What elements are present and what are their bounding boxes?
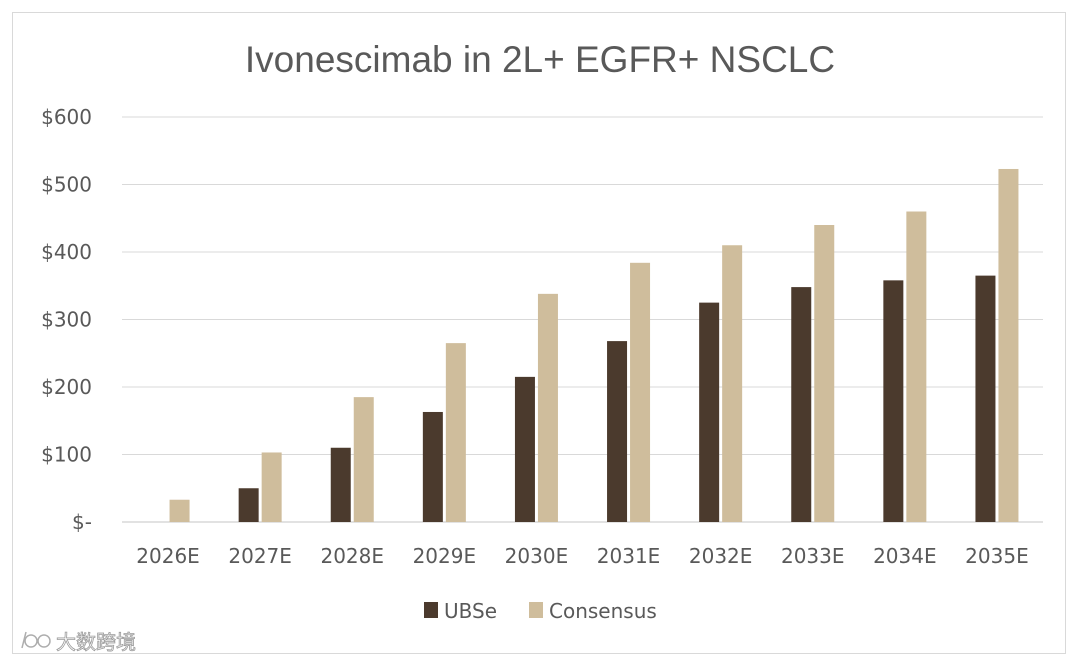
x-tick-label: 2033E xyxy=(781,544,845,568)
chart-title: Ivonescimab in 2L+ EGFR+ NSCLC xyxy=(245,39,835,80)
y-tick-label: $400 xyxy=(41,240,92,264)
bar-ubse-2034e xyxy=(883,280,904,522)
bar-ubse-2029e xyxy=(422,411,443,522)
legend-label-consensus: Consensus xyxy=(549,599,657,623)
watermark: 大数跨境 xyxy=(21,630,136,654)
x-tick-label: 2034E xyxy=(873,544,937,568)
bars xyxy=(169,168,1019,522)
y-tick-label: $200 xyxy=(41,375,92,399)
legend: UBSe Consensus xyxy=(424,599,657,623)
bar-consensus-2028e xyxy=(353,397,374,522)
bar-consensus-2029e xyxy=(445,343,466,522)
y-axis-ticks: $- $100 $200 $300 $400 $500 $600 xyxy=(41,105,92,534)
x-tick-label: 2029E xyxy=(413,544,477,568)
bar-ubse-2035e xyxy=(975,275,996,522)
gridlines xyxy=(122,116,1043,523)
x-tick-label: 2032E xyxy=(689,544,753,568)
bar-ubse-2031e xyxy=(607,341,628,522)
bar-ubse-2030e xyxy=(514,376,535,522)
x-tick-label: 2031E xyxy=(597,544,661,568)
bar-ubse-2027e xyxy=(238,488,259,522)
x-tick-label: 2030E xyxy=(505,544,569,568)
bar-consensus-2030e xyxy=(537,293,558,522)
bar-consensus-2026e xyxy=(169,499,190,522)
y-tick-label: $100 xyxy=(41,443,92,467)
y-tick-label: $- xyxy=(72,510,92,534)
legend-label-ubse: UBSe xyxy=(444,599,497,623)
bar-ubse-2033e xyxy=(791,287,812,522)
watermark-logo-icon xyxy=(21,631,51,649)
x-tick-label: 2035E xyxy=(965,544,1029,568)
y-tick-label: $500 xyxy=(41,173,92,197)
bar-consensus-2031e xyxy=(630,262,651,522)
bar-ubse-2032e xyxy=(699,302,720,522)
x-axis-ticks: 2026E 2027E 2028E 2029E 2030E 2031E 2032E 2033E… xyxy=(136,544,1028,568)
bar-consensus-2027e xyxy=(261,452,282,522)
x-tick-label: 2027E xyxy=(228,544,292,568)
x-tick-label: 2028E xyxy=(320,544,384,568)
x-tick-label: 2026E xyxy=(136,544,200,568)
legend-swatch-consensus xyxy=(529,602,543,618)
bar-consensus-2033e xyxy=(814,225,835,522)
y-tick-label: $600 xyxy=(41,105,92,129)
y-tick-label: $300 xyxy=(41,308,92,332)
watermark-text: 大数跨境 xyxy=(56,630,136,654)
bar-consensus-2035e xyxy=(998,168,1019,522)
bar-ubse-2028e xyxy=(330,447,351,522)
legend-swatch-ubse xyxy=(424,602,438,618)
bar-consensus-2034e xyxy=(906,211,927,522)
bar-consensus-2032e xyxy=(722,245,743,522)
